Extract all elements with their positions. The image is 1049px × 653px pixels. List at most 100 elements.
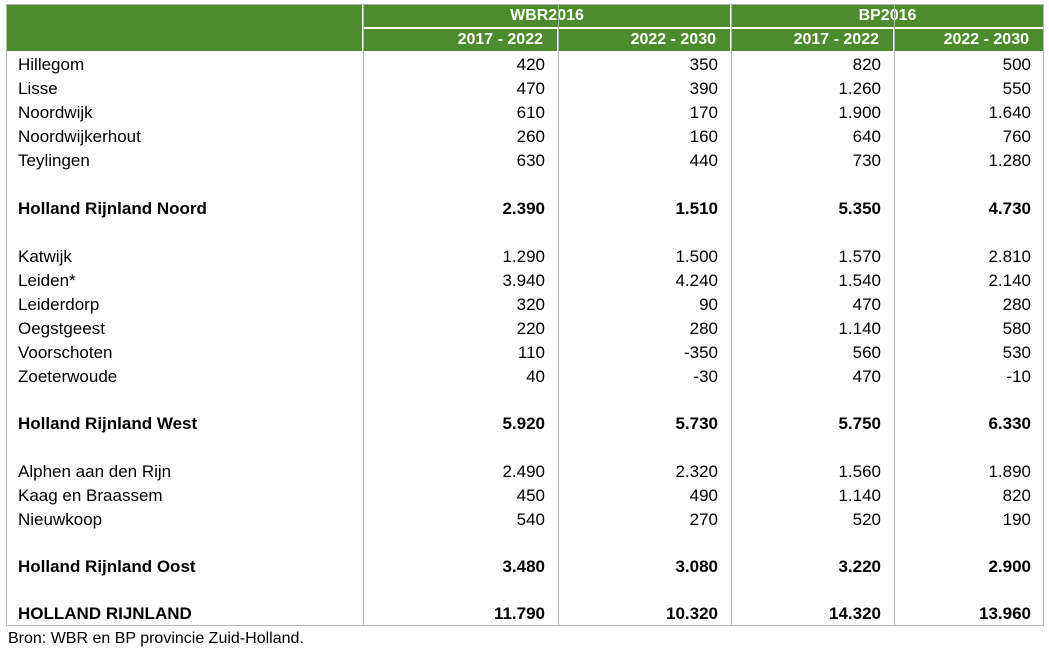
value-cell: 580 <box>1002 319 1031 338</box>
value-cell: 190 <box>1002 510 1031 529</box>
table-row: Noordwijkerhout 260 160 640 760 <box>7 125 1043 149</box>
value-cell: 530 <box>1002 343 1031 362</box>
value-cell: 3.480 <box>502 557 545 576</box>
value-cell: 470 <box>852 295 881 314</box>
row-label: Leiden* <box>18 271 76 290</box>
value-cell: 160 <box>689 127 718 146</box>
row-label: Hillegom <box>18 55 85 74</box>
table-row: Leiderdorp 320 90 470 280 <box>7 293 1043 317</box>
value-cell: 280 <box>1002 295 1031 314</box>
value-cell: 1.560 <box>838 462 881 481</box>
period-header-wbr-1: 2017 - 2022 <box>364 29 557 51</box>
value-cell: 820 <box>852 55 881 74</box>
source-note: Bron: WBR en BP provincie Zuid-Holland. <box>8 630 304 647</box>
row-label: Holland Rijnland Oost <box>18 557 196 576</box>
value-cell: 5.920 <box>502 414 545 433</box>
value-cell: 1.500 <box>675 247 718 266</box>
value-cell: 14.320 <box>829 604 881 623</box>
row-label: Leiderdorp <box>18 295 100 314</box>
value-cell: 1.260 <box>838 79 881 98</box>
value-cell: 1.290 <box>502 247 545 266</box>
table-row: Teylingen 630 440 730 1.280 <box>7 149 1043 173</box>
table-row: Leiden* 3.940 4.240 1.540 2.140 <box>7 269 1043 293</box>
value-cell: 1.570 <box>838 247 881 266</box>
value-cell: 4.730 <box>988 199 1031 218</box>
table-row: Voorschoten 110 -350 560 530 <box>7 341 1043 365</box>
row-label: Zoeterwoude <box>18 367 118 386</box>
value-cell: 90 <box>699 295 718 314</box>
value-cell: 170 <box>689 103 718 122</box>
value-cell: 260 <box>516 127 545 146</box>
header-blank-cell <box>7 5 362 51</box>
value-cell: 470 <box>852 367 881 386</box>
value-cell: 2.490 <box>502 462 545 481</box>
subtotal-row: Holland Rijnland Oost 3.480 3.080 3.220 2.90… <box>7 555 1043 579</box>
value-cell: 10.320 <box>666 604 718 623</box>
row-label: Lisse <box>18 79 58 98</box>
value-cell: 560 <box>852 343 881 362</box>
value-cell: 520 <box>852 510 881 529</box>
table-row: Oegstgeest 220 280 1.140 580 <box>7 317 1043 341</box>
value-cell: 1.280 <box>988 151 1031 170</box>
value-cell: 350 <box>689 55 718 74</box>
value-cell: 1.140 <box>838 486 881 505</box>
value-cell: 270 <box>689 510 718 529</box>
value-cell: 5.730 <box>675 414 718 433</box>
value-cell: -350 <box>683 343 718 362</box>
value-cell: -10 <box>1006 367 1031 386</box>
value-cell: 11.790 <box>493 604 545 623</box>
value-cell: 440 <box>689 151 718 170</box>
value-cell: 1.540 <box>838 271 881 290</box>
table-row: Alphen aan den Rijn 2.490 2.320 1.560 1.890 <box>7 460 1043 484</box>
column-divider <box>558 5 559 625</box>
table-row: Zoeterwoude 40 -30 470 -10 <box>7 365 1043 389</box>
value-cell: 1.900 <box>838 103 881 122</box>
value-cell: 1.140 <box>838 319 881 338</box>
value-cell: 6.330 <box>988 414 1031 433</box>
period-header-bp-2: 2022 - 2030 <box>895 29 1043 51</box>
value-cell: 500 <box>1002 55 1031 74</box>
row-label: Alphen aan den Rijn <box>18 462 172 481</box>
row-label: Voorschoten <box>18 343 113 362</box>
value-cell: 110 <box>517 343 545 362</box>
row-label: Holland Rijnland Noord <box>18 199 207 218</box>
column-divider <box>894 5 895 625</box>
value-cell: 730 <box>852 151 881 170</box>
value-cell: 40 <box>526 367 545 386</box>
group-header-wbr: WBR2016 <box>364 5 730 27</box>
value-cell: 2.140 <box>988 271 1031 290</box>
value-cell: 2.320 <box>675 462 718 481</box>
row-label: Katwijk <box>18 247 72 266</box>
table-row: Katwijk 1.290 1.500 1.570 2.810 <box>7 245 1043 269</box>
value-cell: 3.940 <box>502 271 545 290</box>
value-cell: 490 <box>689 486 718 505</box>
value-cell: 470 <box>516 79 545 98</box>
value-cell: 450 <box>516 486 545 505</box>
value-cell: 13.960 <box>979 604 1031 623</box>
value-cell: 1.890 <box>988 462 1031 481</box>
row-label: Holland Rijnland West <box>18 414 198 433</box>
value-cell: 3.080 <box>675 557 718 576</box>
value-cell: 610 <box>516 103 545 122</box>
value-cell: 2.390 <box>502 199 545 218</box>
row-label: Nieuwkoop <box>18 510 103 529</box>
value-cell: 4.240 <box>675 271 718 290</box>
table-row: Lisse 470 390 1.260 550 <box>7 77 1043 101</box>
subtotal-row: HOLLAND RIJNLAND 11.790 10.320 14.320 13.960 <box>7 602 1043 626</box>
group-header-bp: BP2016 <box>732 5 1043 27</box>
value-cell: 1.510 <box>675 199 718 218</box>
row-label: HOLLAND RIJNLAND <box>18 604 192 623</box>
value-cell: 630 <box>516 151 545 170</box>
value-cell: 760 <box>1002 127 1031 146</box>
value-cell: 2.810 <box>988 247 1031 266</box>
value-cell: 390 <box>689 79 718 98</box>
table-row: Hillegom 420 350 820 500 <box>7 53 1043 77</box>
data-table: WBR2016 BP2016 2017 - 2022 2022 - 2030 2… <box>6 4 1044 626</box>
value-cell: 640 <box>852 127 881 146</box>
table-row: Kaag en Braassem 450 490 1.140 820 <box>7 484 1043 508</box>
row-label: Noordwijkerhout <box>18 127 141 146</box>
subtotal-row: Holland Rijnland West 5.920 5.730 5.750 6.33… <box>7 412 1043 436</box>
value-cell: 550 <box>1002 79 1031 98</box>
value-cell: -30 <box>693 367 718 386</box>
value-cell: 3.220 <box>838 557 881 576</box>
